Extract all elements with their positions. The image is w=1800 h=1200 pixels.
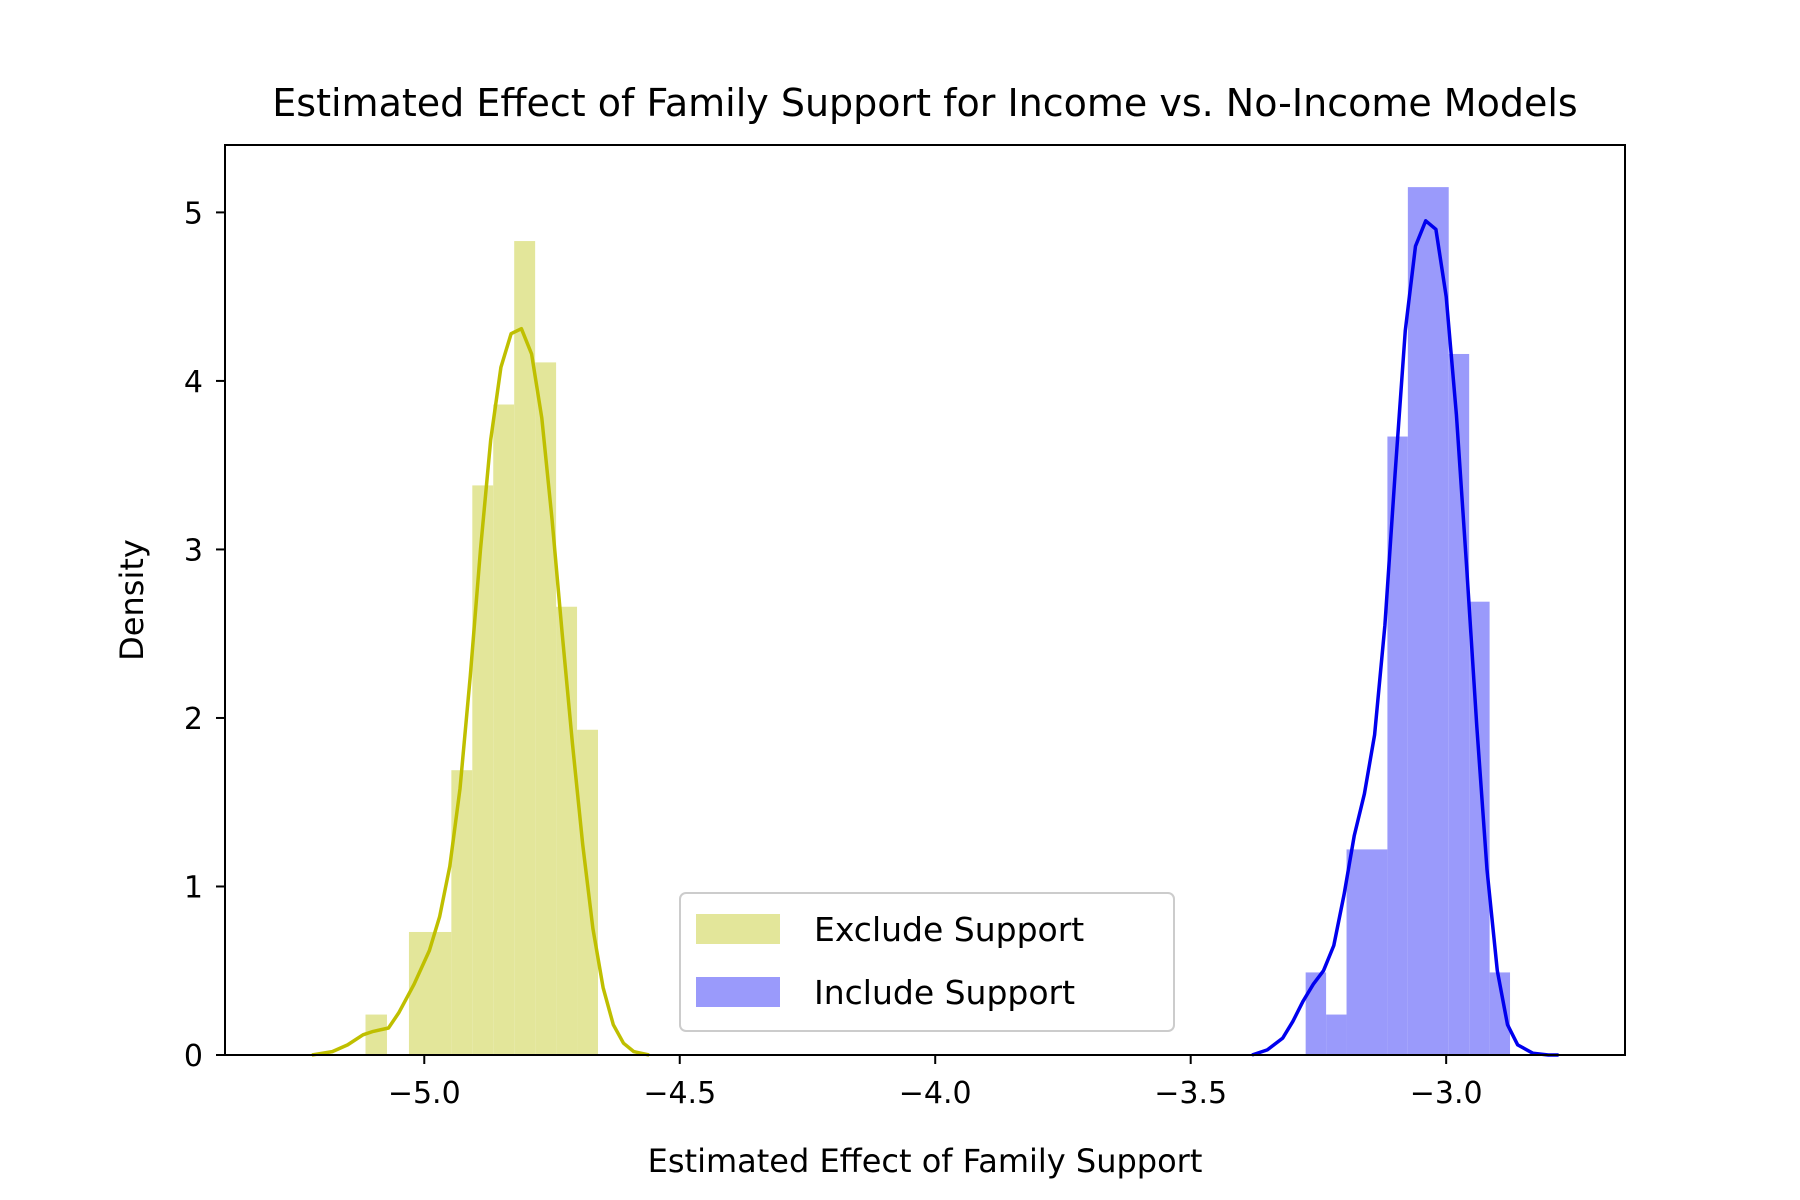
- histogram-bar-include-support-0: [1305, 972, 1327, 1055]
- plot-frame: [224, 144, 1626, 1056]
- legend-swatch-include-support: [696, 977, 780, 1007]
- legend-swatch-exclude-support: [696, 914, 780, 944]
- histogram-bar-include-support-2: [1346, 849, 1388, 1055]
- x-axis: −5.0 −4.5 −4.0 −3.5 −3.0: [388, 1055, 1483, 1111]
- kde-line-exclude-support: [311, 326, 650, 1057]
- series-exclude-support: [311, 241, 650, 1057]
- x-tick-label-2: −4.0: [899, 1076, 972, 1111]
- histogram-bar-include-support-6: [1469, 601, 1490, 1055]
- x-tick-label-0: −5.0: [388, 1076, 461, 1111]
- y-tick-label-0: 0: [184, 1039, 203, 1074]
- y-tick-label-1: 1: [184, 870, 203, 905]
- x-axis-label: Estimated Effect of Family Support: [648, 1142, 1203, 1180]
- y-axis: 0 1 2 3 4 5: [184, 196, 225, 1074]
- chart-title: Estimated Effect of Family Support for I…: [272, 81, 1577, 125]
- series-include-support: [1251, 187, 1559, 1057]
- legend-label-exclude-support: Exclude Support: [814, 910, 1084, 949]
- y-tick-label-2: 2: [184, 702, 203, 737]
- y-tick-label-5: 5: [184, 196, 203, 231]
- histogram-bar-exclude-support-3: [451, 770, 473, 1055]
- legend: Exclude Support Include Support: [679, 892, 1175, 1032]
- y-axis-label: Density: [113, 539, 151, 661]
- kde-line-include-support: [1251, 219, 1559, 1057]
- x-tick-label-1: −4.5: [643, 1076, 716, 1111]
- histogram-bar-include-support-7: [1489, 972, 1511, 1055]
- histogram-bar-include-support-3: [1387, 436, 1408, 1055]
- x-tick-label-4: −3.0: [1410, 1076, 1483, 1111]
- histogram-bar-exclude-support-6: [514, 241, 536, 1056]
- histogram-bar-exclude-support-0: [365, 1014, 387, 1055]
- y-tick-label-4: 4: [184, 365, 203, 400]
- x-tick-label-3: −3.5: [1154, 1076, 1227, 1111]
- y-tick-label-3: 3: [184, 533, 203, 568]
- legend-box: [679, 892, 1175, 1032]
- histogram-bar-exclude-support-5: [493, 404, 515, 1055]
- series-layer: [311, 187, 1559, 1057]
- histogram-bar-exclude-support-4: [472, 485, 494, 1055]
- histogram-bar-include-support-1: [1326, 1014, 1347, 1055]
- legend-label-include-support: Include Support: [814, 973, 1075, 1012]
- histogram-bar-include-support-4: [1407, 187, 1449, 1055]
- histogram-bar-exclude-support-7: [535, 362, 557, 1055]
